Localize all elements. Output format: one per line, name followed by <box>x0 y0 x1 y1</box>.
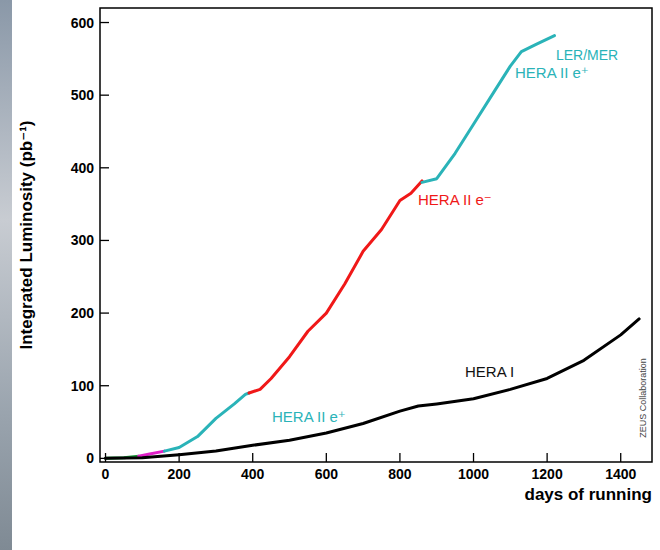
x-tick-label: 1000 <box>458 466 489 482</box>
x-tick-label: 0 <box>102 466 110 482</box>
y-tick <box>100 458 109 459</box>
series-line <box>422 36 554 183</box>
series-line <box>106 319 640 458</box>
y-tick <box>100 240 109 241</box>
series-label: HERA I <box>465 363 514 380</box>
x-tick <box>178 453 179 462</box>
series-line <box>249 181 422 393</box>
y-tick <box>100 167 109 168</box>
x-tick <box>399 453 400 462</box>
background-strip <box>0 0 12 550</box>
y-tick-label: 400 <box>71 160 95 176</box>
x-tick <box>105 453 106 462</box>
x-tick-label: 400 <box>241 466 265 482</box>
y-tick <box>100 385 109 386</box>
y-tick-label: 200 <box>71 305 95 321</box>
y-tick <box>100 22 109 23</box>
y-tick-label: 100 <box>71 378 95 394</box>
series-label: HERA II e⁺ <box>272 408 346 425</box>
x-tick-label: 800 <box>388 466 412 482</box>
x-tick-label: 1200 <box>532 466 563 482</box>
x-axis-title: days of running <box>525 485 653 504</box>
x-tick-label: 1400 <box>605 466 636 482</box>
y-tick-label: 500 <box>71 87 95 103</box>
annotation: LER/MER <box>556 47 618 63</box>
y-tick <box>100 312 109 313</box>
series-label: HERA II e⁻ <box>418 191 492 208</box>
chart: 0 200 400 600 800 1000 1200 1400 0 100 200 300 400 50… <box>0 0 660 550</box>
x-tick <box>326 453 327 462</box>
series-line <box>164 393 249 451</box>
x-tick <box>252 453 253 462</box>
x-tick-label: 600 <box>315 466 339 482</box>
y-tick-label: 600 <box>71 15 95 31</box>
y-tick <box>100 95 109 96</box>
x-tick <box>473 453 474 462</box>
plot-area <box>100 8 652 462</box>
source-credit: ZEUS Collaboration <box>638 358 648 438</box>
x-tick-label: 200 <box>167 466 191 482</box>
x-tick <box>620 453 621 462</box>
x-tick <box>546 453 547 462</box>
y-axis-title: Integrated Luminosity (pb⁻¹) <box>17 120 36 349</box>
y-tick-label: 0 <box>86 450 94 466</box>
series-label: HERA II e⁺ <box>515 64 589 81</box>
data-lines <box>106 36 640 459</box>
plot-frame <box>100 8 652 462</box>
y-tick-label: 300 <box>71 232 95 248</box>
